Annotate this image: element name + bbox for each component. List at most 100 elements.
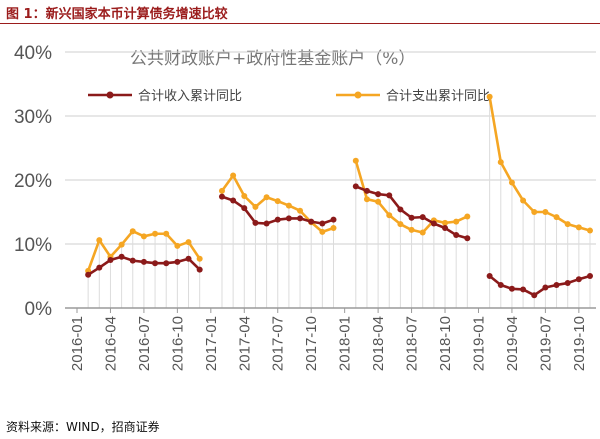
data-point (375, 191, 382, 198)
x-tick-label: 2016-07 (136, 316, 153, 371)
data-point (308, 218, 315, 225)
data-point (486, 93, 493, 100)
x-tick-label: 2017-10 (303, 316, 320, 371)
data-point (408, 226, 415, 233)
data-point (129, 257, 136, 264)
data-point (453, 232, 460, 239)
data-point (263, 220, 270, 227)
data-point (252, 219, 259, 226)
data-point (508, 285, 515, 292)
data-point (241, 193, 248, 199)
y-axis: 0% 10% 20% 30% 40% (14, 43, 52, 320)
x-axis: 2016-01 2016-04 2016-07 2016-10 2017-01 2017-… (65, 307, 596, 371)
data-point (163, 230, 170, 237)
data-point (397, 206, 404, 213)
data-point (553, 214, 560, 221)
data-point (464, 235, 471, 242)
data-point (297, 215, 304, 222)
series-line (488, 274, 591, 297)
x-tick-label: 2019-07 (537, 316, 554, 371)
data-point (330, 225, 337, 231)
data-point (85, 271, 92, 278)
y-tick-label: 20% (14, 171, 52, 192)
data-point (285, 215, 292, 222)
x-tick-label: 2018-07 (404, 316, 421, 371)
data-point (587, 273, 593, 279)
caption-divider (0, 23, 600, 24)
data-point (531, 292, 538, 299)
data-point (520, 197, 527, 204)
data-point (319, 220, 326, 227)
data-point (375, 198, 382, 205)
data-point (352, 183, 359, 190)
x-tick-label: 2019-04 (504, 316, 521, 371)
data-point (185, 255, 192, 262)
data-point (118, 253, 125, 260)
data-point (419, 214, 426, 221)
data-point (107, 257, 114, 263)
data-point (196, 255, 203, 262)
data-point (531, 209, 538, 215)
x-tick-label: 2016-10 (169, 316, 186, 371)
data-point (274, 216, 281, 223)
x-tick-label: 2019-01 (470, 316, 487, 371)
drop-lines (87, 96, 591, 308)
data-point (230, 172, 237, 179)
data-point (553, 281, 560, 288)
data-point (542, 209, 549, 215)
x-tick-label: 2018-01 (337, 316, 354, 371)
x-tick-label: 2018-04 (370, 316, 387, 371)
data-point (587, 227, 593, 234)
data-point (118, 241, 125, 248)
data-point (408, 214, 415, 221)
plot-area (85, 93, 593, 299)
data-point (430, 220, 437, 227)
x-tick-label: 2018-10 (437, 316, 454, 371)
data-point (174, 258, 181, 265)
y-tick-label: 10% (14, 235, 52, 256)
data-point (497, 159, 504, 166)
data-point (230, 197, 237, 204)
data-point (96, 237, 103, 244)
data-point (497, 281, 504, 288)
data-point (218, 193, 225, 200)
data-point (96, 264, 103, 271)
data-point (241, 205, 248, 212)
data-point (140, 233, 147, 240)
legend-swatch-marker (354, 91, 362, 99)
y-tick-label: 40% (14, 43, 52, 64)
data-point (453, 218, 460, 225)
data-point (486, 273, 493, 279)
data-point (263, 194, 270, 201)
data-point (564, 221, 571, 228)
data-point (542, 284, 549, 291)
x-tick-label: 2019-10 (571, 316, 588, 371)
y-tick-label: 0% (25, 299, 53, 320)
data-point (319, 228, 326, 235)
data-point (442, 219, 449, 226)
x-tick-label: 2016-01 (69, 316, 86, 371)
data-point (508, 179, 515, 186)
data-point (386, 212, 393, 219)
data-point (564, 280, 571, 287)
x-tick-label: 2016-04 (102, 316, 119, 371)
series-line (488, 96, 591, 232)
legend-label: 合计支出累计同比 (386, 89, 490, 104)
line-chart: 公共财政账户+政府性基金账户（%） 合计收入累计同比 合计支出累计同比 0% 10%… (14, 43, 596, 371)
data-point (285, 202, 292, 209)
data-point (419, 229, 426, 236)
data-point (520, 286, 527, 293)
data-point (397, 221, 404, 228)
data-point (152, 230, 159, 237)
x-tick-label: 2017-04 (236, 316, 253, 371)
data-point (575, 224, 582, 231)
data-point (163, 260, 170, 267)
data-point (196, 266, 203, 273)
data-point (274, 198, 281, 205)
x-tick-label: 2017-01 (203, 316, 220, 371)
data-point (363, 187, 370, 194)
data-point (218, 187, 225, 194)
legend-swatch-marker (106, 91, 114, 99)
source-note: 资料来源：WIND，招商证券 (6, 420, 160, 434)
y-tick-label: 30% (14, 107, 52, 128)
